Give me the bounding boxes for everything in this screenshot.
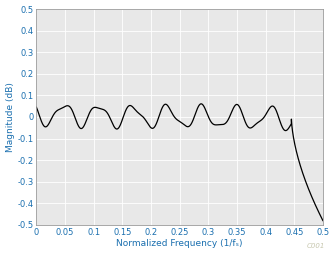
X-axis label: Normalized Frequency (1/fₛ): Normalized Frequency (1/fₛ) xyxy=(116,240,243,248)
Text: C001: C001 xyxy=(307,243,325,249)
Y-axis label: Magnitude (dB): Magnitude (dB) xyxy=(6,82,14,152)
